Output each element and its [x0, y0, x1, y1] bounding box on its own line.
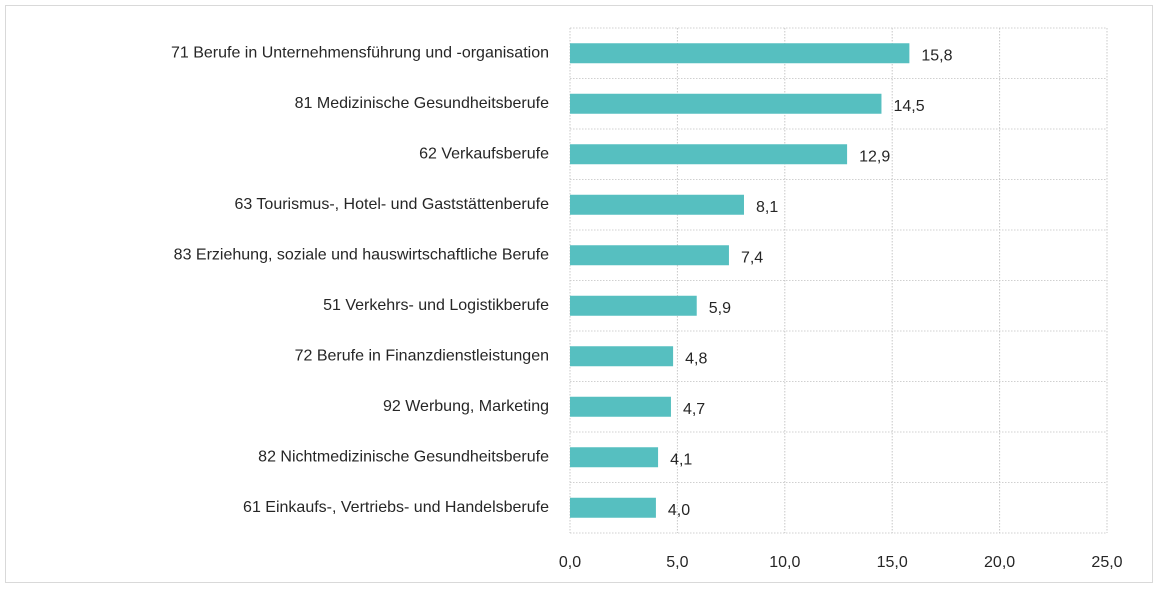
x-tick-label: 5,0	[666, 554, 688, 571]
value-label: 4,1	[670, 451, 692, 468]
bar	[570, 245, 729, 266]
category-label: 83 Erziehung, soziale und hauswirtschaft…	[174, 246, 549, 263]
category-label: 92 Werbung, Marketing	[383, 398, 549, 415]
category-label: 82 Nichtmedizinische Gesundheitsberufe	[258, 448, 549, 465]
category-label: 72 Berufe in Finanzdienstleistungen	[295, 347, 549, 364]
bar	[570, 93, 882, 114]
chart-border	[5, 5, 1153, 583]
value-label: 12,9	[859, 148, 890, 165]
bar	[570, 447, 659, 468]
value-label: 7,4	[741, 249, 763, 266]
x-tick-label: 0,0	[559, 554, 581, 571]
value-label: 4,8	[685, 350, 707, 367]
category-label: 62 Verkaufsberufe	[419, 145, 549, 162]
x-tick-label: 15,0	[877, 554, 908, 571]
value-label: 4,0	[668, 502, 690, 519]
bar	[570, 144, 848, 165]
x-tick-label: 25,0	[1091, 554, 1122, 571]
bar	[570, 295, 697, 316]
value-label: 15,8	[921, 47, 952, 64]
x-tick-label: 20,0	[984, 554, 1015, 571]
category-label: 81 Medizinische Gesundheitsberufe	[295, 95, 549, 112]
bar	[570, 396, 671, 417]
category-label: 51 Verkehrs- und Logistikberufe	[323, 297, 549, 314]
x-tick-label: 10,0	[769, 554, 800, 571]
category-label: 61 Einkaufs-, Vertriebs- und Handelsberu…	[243, 499, 549, 516]
value-label: 4,7	[683, 401, 705, 418]
category-label: 63 Tourismus-, Hotel- und Gaststättenber…	[234, 196, 549, 213]
value-label: 8,1	[756, 199, 778, 216]
bar	[570, 497, 656, 518]
category-label: 71 Berufe in Unternehmensführung und -or…	[171, 44, 549, 61]
value-label: 14,5	[893, 98, 924, 115]
value-label: 5,9	[709, 300, 731, 317]
bar	[570, 194, 744, 215]
bar	[570, 43, 910, 64]
bar	[570, 346, 674, 367]
